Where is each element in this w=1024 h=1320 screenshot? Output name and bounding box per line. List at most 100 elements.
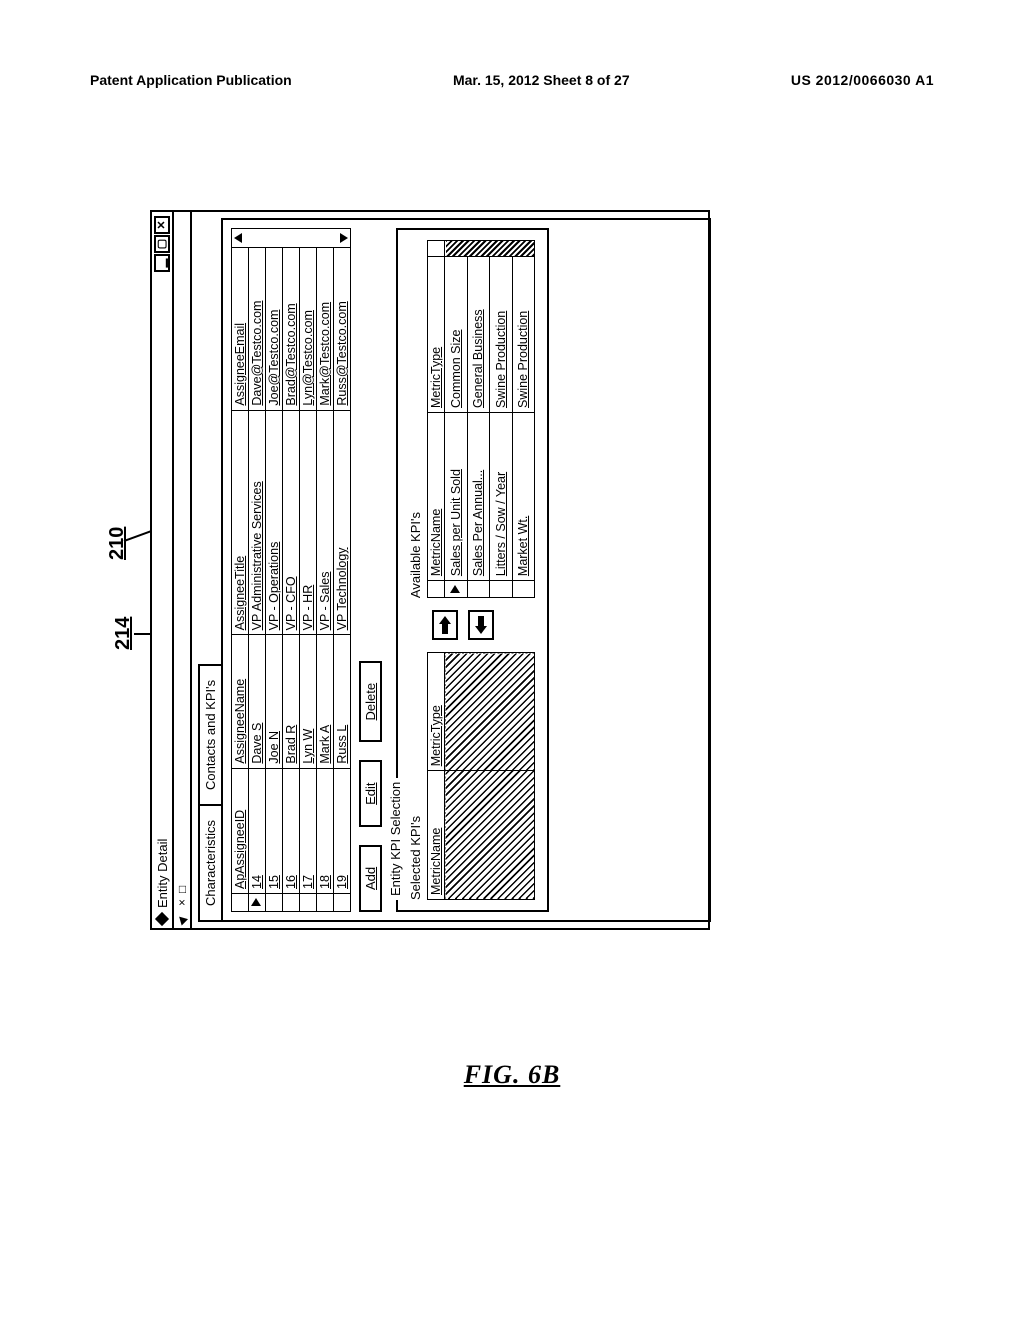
cell-name: Brad R xyxy=(283,635,300,768)
sub-x[interactable]: × xyxy=(175,899,189,906)
app-icon xyxy=(155,912,169,926)
sel-col-name[interactable]: MetricName xyxy=(428,771,445,900)
scroll-down-icon[interactable] xyxy=(340,233,348,243)
av-col-marker xyxy=(428,581,445,598)
table-row[interactable]: 19Russ LVP TechnologyRuss@Testco.com xyxy=(334,248,351,912)
callout-210: 210 xyxy=(106,527,129,560)
rotated-figure: 214 210 Entity Detail ▁ ▢ ✕ × □ xyxy=(150,210,710,930)
row-marker xyxy=(490,581,513,598)
cell-title: VP Administrative Services xyxy=(249,410,266,635)
arrow-left-icon xyxy=(475,616,487,634)
cell-metric-type: General Business xyxy=(467,257,490,413)
crud-button-row: Add Edit Delete xyxy=(359,228,382,912)
cell-title: VP - Operations xyxy=(266,410,283,635)
sub-sq[interactable]: □ xyxy=(175,886,189,893)
cell-metric-name: Litters / Sow / Year xyxy=(490,413,513,581)
cell-email: Joe@Testco.com xyxy=(266,248,283,410)
cell-name: Joe N xyxy=(266,635,283,768)
table-row[interactable]: Sales per Unit SoldCommon Size xyxy=(445,241,468,598)
sub-toolbar: × □ xyxy=(174,212,192,928)
minimize-button[interactable]: ▁ xyxy=(154,254,170,272)
cell-title: VP - CFO xyxy=(283,410,300,635)
row-marker xyxy=(334,894,351,912)
row-marker xyxy=(283,894,300,912)
selected-kpi-grid: MetricName MetricType xyxy=(427,652,535,900)
cell-metric-name: Sales Per Annual... xyxy=(467,413,490,581)
cell-name: Lyn W xyxy=(300,635,317,768)
col-title[interactable]: AssigneeTitle xyxy=(232,410,249,635)
cell-name: Russ L xyxy=(334,635,351,768)
table-row[interactable]: 17Lyn WVP - HRLyn@Testco.com xyxy=(300,248,317,912)
edit-button[interactable]: Edit xyxy=(359,760,382,826)
callout-214: 214 xyxy=(112,617,135,650)
add-button[interactable]: Add xyxy=(359,845,382,912)
table-row[interactable]: Market Wt.Swine Production xyxy=(512,241,535,598)
av-col-type[interactable]: MetricType xyxy=(428,257,445,413)
row-marker xyxy=(300,894,317,912)
table-row[interactable]: 18Mark AVP - SalesMark@Testco.com xyxy=(317,248,334,912)
row-marker xyxy=(317,894,334,912)
kpi-legend: Entity KPI Selection xyxy=(388,778,403,900)
cell-email: Brad@Testco.com xyxy=(283,248,300,410)
cell-email: Russ@Testco.com xyxy=(334,248,351,410)
row-marker xyxy=(445,581,468,598)
cell-title: VP Technology xyxy=(334,410,351,635)
cell-title: VP - Sales xyxy=(317,410,334,635)
cell-id: 19 xyxy=(334,768,351,893)
cursor-icon xyxy=(176,913,188,925)
kpi-move-buttons xyxy=(432,610,494,640)
cell-metric-name: Sales per Unit Sold xyxy=(445,413,468,581)
cell-email: Mark@Testco.com xyxy=(317,248,334,410)
figure-label: FIG. 6B xyxy=(464,1060,561,1090)
sel-col-type[interactable]: MetricType xyxy=(428,653,445,771)
table-row[interactable]: 14Dave SVP Administrative ServicesDave@T… xyxy=(249,248,266,912)
assignee-grid: ApAssigneeID AssigneeName AssigneeTitle … xyxy=(231,247,351,912)
cell-name: Mark A xyxy=(317,635,334,768)
col-email[interactable]: AssigneeEmail xyxy=(232,248,249,410)
table-row[interactable]: 15Joe NVP - OperationsJoe@Testco.com xyxy=(266,248,283,912)
table-row[interactable]: 16Brad RVP - CFOBrad@Testco.com xyxy=(283,248,300,912)
grid-scrollbar[interactable] xyxy=(231,228,351,247)
selected-empty-type xyxy=(445,653,535,771)
window-title: Entity Detail xyxy=(155,839,170,908)
tab-contacts-kpis[interactable]: Contacts and KPI's xyxy=(198,664,221,806)
cell-id: 16 xyxy=(283,768,300,893)
av-col-name[interactable]: MetricName xyxy=(428,413,445,581)
arrow-right-icon xyxy=(439,616,451,634)
col-name[interactable]: AssigneeName xyxy=(232,635,249,768)
move-right-button[interactable] xyxy=(432,610,458,640)
scroll-up-icon[interactable] xyxy=(234,233,242,243)
row-marker xyxy=(467,581,490,598)
col-id[interactable]: ApAssigneeID xyxy=(232,768,249,893)
cell-metric-type: Common Size xyxy=(445,257,468,413)
col-marker xyxy=(232,894,249,912)
cell-metric-type: Swine Production xyxy=(512,257,535,413)
pub-center: Mar. 15, 2012 Sheet 8 of 27 xyxy=(453,72,630,88)
pub-right: US 2012/0066030 A1 xyxy=(791,72,934,88)
cell-name: Dave S xyxy=(249,635,266,768)
page-header: Patent Application Publication Mar. 15, … xyxy=(0,0,1024,88)
panel-contacts-kpis: ApAssigneeID AssigneeName AssigneeTitle … xyxy=(221,218,711,922)
pub-left: Patent Application Publication xyxy=(90,72,292,88)
selected-kpi-empty-row xyxy=(445,653,535,900)
av-col-scroll xyxy=(428,241,445,257)
table-row[interactable]: Litters / Sow / YearSwine Production xyxy=(490,241,513,598)
av-scroll[interactable] xyxy=(445,241,535,257)
assignee-grid-wrap: ApAssigneeID AssigneeName AssigneeTitle … xyxy=(231,228,351,912)
move-left-button[interactable] xyxy=(468,610,494,640)
available-kpis-label: Available KPI's xyxy=(408,240,423,598)
available-kpi-grid: MetricName MetricType Sales per Unit Sol… xyxy=(427,240,535,598)
cell-id: 14 xyxy=(249,768,266,893)
tab-characteristics[interactable]: Characteristics xyxy=(198,804,221,922)
delete-button[interactable]: Delete xyxy=(359,661,382,743)
tabstrip: Characteristics Contacts and KPI's xyxy=(198,218,221,922)
maximize-button[interactable]: ▢ xyxy=(154,235,170,253)
titlebar: Entity Detail ▁ ▢ ✕ xyxy=(152,212,174,928)
cell-email: Lyn@Testco.com xyxy=(300,248,317,410)
current-row-icon xyxy=(450,585,460,593)
row-marker xyxy=(249,894,266,912)
table-row[interactable]: Sales Per Annual...General Business xyxy=(467,241,490,598)
close-button[interactable]: ✕ xyxy=(154,216,170,234)
kpi-fieldset: Entity KPI Selection Selected KPI's Metr… xyxy=(396,228,549,912)
selected-kpis-label: Selected KPI's xyxy=(408,652,423,900)
